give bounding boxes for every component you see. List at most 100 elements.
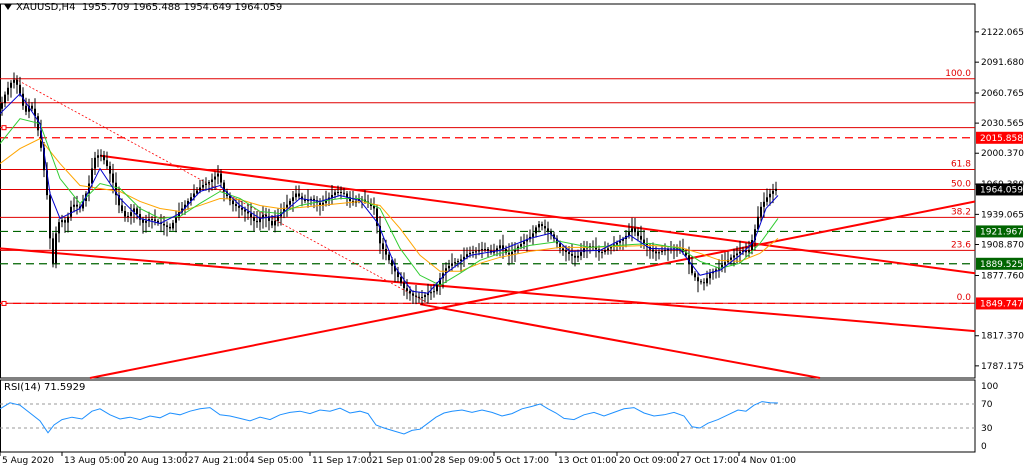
candle-body bbox=[70, 206, 72, 217]
candle-body bbox=[442, 273, 444, 279]
candle-body bbox=[109, 166, 111, 174]
candle-body bbox=[427, 293, 429, 296]
price-tag-bg-1 bbox=[976, 225, 1023, 238]
candle-body bbox=[481, 249, 483, 251]
candle-body bbox=[373, 205, 375, 209]
candle-body bbox=[463, 256, 465, 260]
candle-body bbox=[379, 225, 381, 244]
candle-body bbox=[772, 190, 774, 194]
fib-label-1: 61.8 bbox=[951, 160, 971, 170]
candle-body bbox=[190, 197, 192, 201]
candle-body bbox=[499, 245, 501, 249]
candle-body bbox=[757, 216, 759, 230]
candle-body bbox=[232, 200, 234, 205]
candle-body bbox=[73, 204, 75, 207]
candle-body bbox=[187, 200, 189, 205]
price-tag-bg-3 bbox=[976, 297, 1023, 310]
candle-body bbox=[418, 296, 420, 298]
anchor-marker bbox=[1, 300, 7, 306]
candle-body bbox=[397, 271, 399, 278]
candle-body bbox=[184, 204, 186, 209]
ohlc-label: 1955.709 1965.488 1954.649 1964.059 bbox=[81, 2, 283, 13]
y-tick-label-10: 1787.175 bbox=[981, 362, 1024, 372]
candle-body bbox=[229, 195, 231, 201]
candle-body bbox=[19, 84, 21, 94]
candle-body bbox=[658, 252, 660, 254]
candle-body bbox=[730, 257, 732, 260]
fib-label-3: 38.2 bbox=[951, 207, 971, 217]
candle-body bbox=[685, 251, 687, 256]
candle-body bbox=[640, 235, 642, 240]
candle-body bbox=[430, 292, 432, 294]
candle-body bbox=[253, 217, 255, 221]
y-tick-label-7: 1908.870 bbox=[981, 240, 1024, 250]
candle-body bbox=[22, 93, 24, 106]
candle-body bbox=[601, 252, 603, 254]
fib-label-5: 0.0 bbox=[957, 293, 972, 303]
candle-body bbox=[346, 193, 348, 198]
candle-body bbox=[583, 248, 585, 253]
candle-body bbox=[619, 240, 621, 243]
candle-body bbox=[580, 252, 582, 256]
candle-body bbox=[340, 191, 342, 193]
candle-body bbox=[148, 219, 150, 221]
y-tick-label-6: 1939.065 bbox=[981, 210, 1024, 220]
candle-body bbox=[274, 220, 276, 226]
candle-body bbox=[100, 155, 102, 157]
candle-body bbox=[565, 250, 567, 253]
price-pane-frame bbox=[0, 3, 976, 379]
x-tick-label-5: 11 Sep 17:00 bbox=[312, 456, 372, 466]
candle-body bbox=[655, 251, 657, 254]
candle-body bbox=[610, 246, 612, 249]
candle-body bbox=[691, 264, 693, 274]
candle-body bbox=[28, 105, 30, 112]
candle-body bbox=[238, 205, 240, 208]
y-tick-label-4: 2000.370 bbox=[981, 149, 1024, 159]
collapse-triangle-icon[interactable] bbox=[4, 4, 12, 10]
candle-body bbox=[292, 197, 294, 201]
x-tick-label-9: 13 Oct 01:00 bbox=[558, 456, 617, 466]
candle-body bbox=[97, 155, 99, 158]
candle-body bbox=[703, 282, 705, 284]
candle-body bbox=[61, 220, 63, 223]
candle-body bbox=[487, 248, 489, 251]
candle-body bbox=[547, 228, 549, 232]
candle-body bbox=[325, 200, 327, 203]
candle-body bbox=[262, 214, 264, 219]
candle-body bbox=[472, 252, 474, 254]
candle-body bbox=[550, 231, 552, 235]
candle-body bbox=[700, 281, 702, 283]
rsi-line bbox=[0, 401, 779, 435]
candle-body bbox=[715, 269, 717, 272]
candle-body bbox=[94, 157, 96, 169]
ma-mid-line bbox=[0, 118, 779, 286]
candle-body bbox=[736, 253, 738, 256]
price-tag-label-3: 1849.747 bbox=[980, 299, 1023, 309]
candle-body bbox=[298, 193, 300, 197]
candle-body bbox=[526, 239, 528, 242]
candle-body bbox=[223, 182, 225, 192]
candle-body bbox=[571, 253, 573, 256]
candle-body bbox=[10, 82, 12, 88]
candle-body bbox=[181, 208, 183, 213]
x-tick-label-3: 27 Aug 21:00 bbox=[188, 456, 249, 466]
price-tag-bg-0 bbox=[976, 131, 1023, 144]
candle-body bbox=[220, 173, 222, 183]
candle-body bbox=[343, 192, 345, 194]
candle-body bbox=[769, 193, 771, 198]
candle-body bbox=[406, 288, 408, 291]
candle-body bbox=[724, 262, 726, 265]
candle-body bbox=[88, 183, 90, 194]
rsi-pane-frame bbox=[0, 379, 976, 453]
x-tick-label-1: 13 Aug 05:00 bbox=[64, 456, 125, 466]
candle-body bbox=[415, 295, 417, 297]
candle-body bbox=[502, 245, 504, 250]
candle-body bbox=[214, 176, 216, 180]
candle-body bbox=[166, 225, 168, 227]
candle-body bbox=[136, 208, 138, 215]
candle-body bbox=[745, 250, 747, 253]
chart-title: XAUUSD,H4 1955.709 1965.488 1954.649 196… bbox=[4, 2, 282, 13]
candle-body bbox=[319, 202, 321, 206]
candle-body bbox=[157, 220, 159, 223]
